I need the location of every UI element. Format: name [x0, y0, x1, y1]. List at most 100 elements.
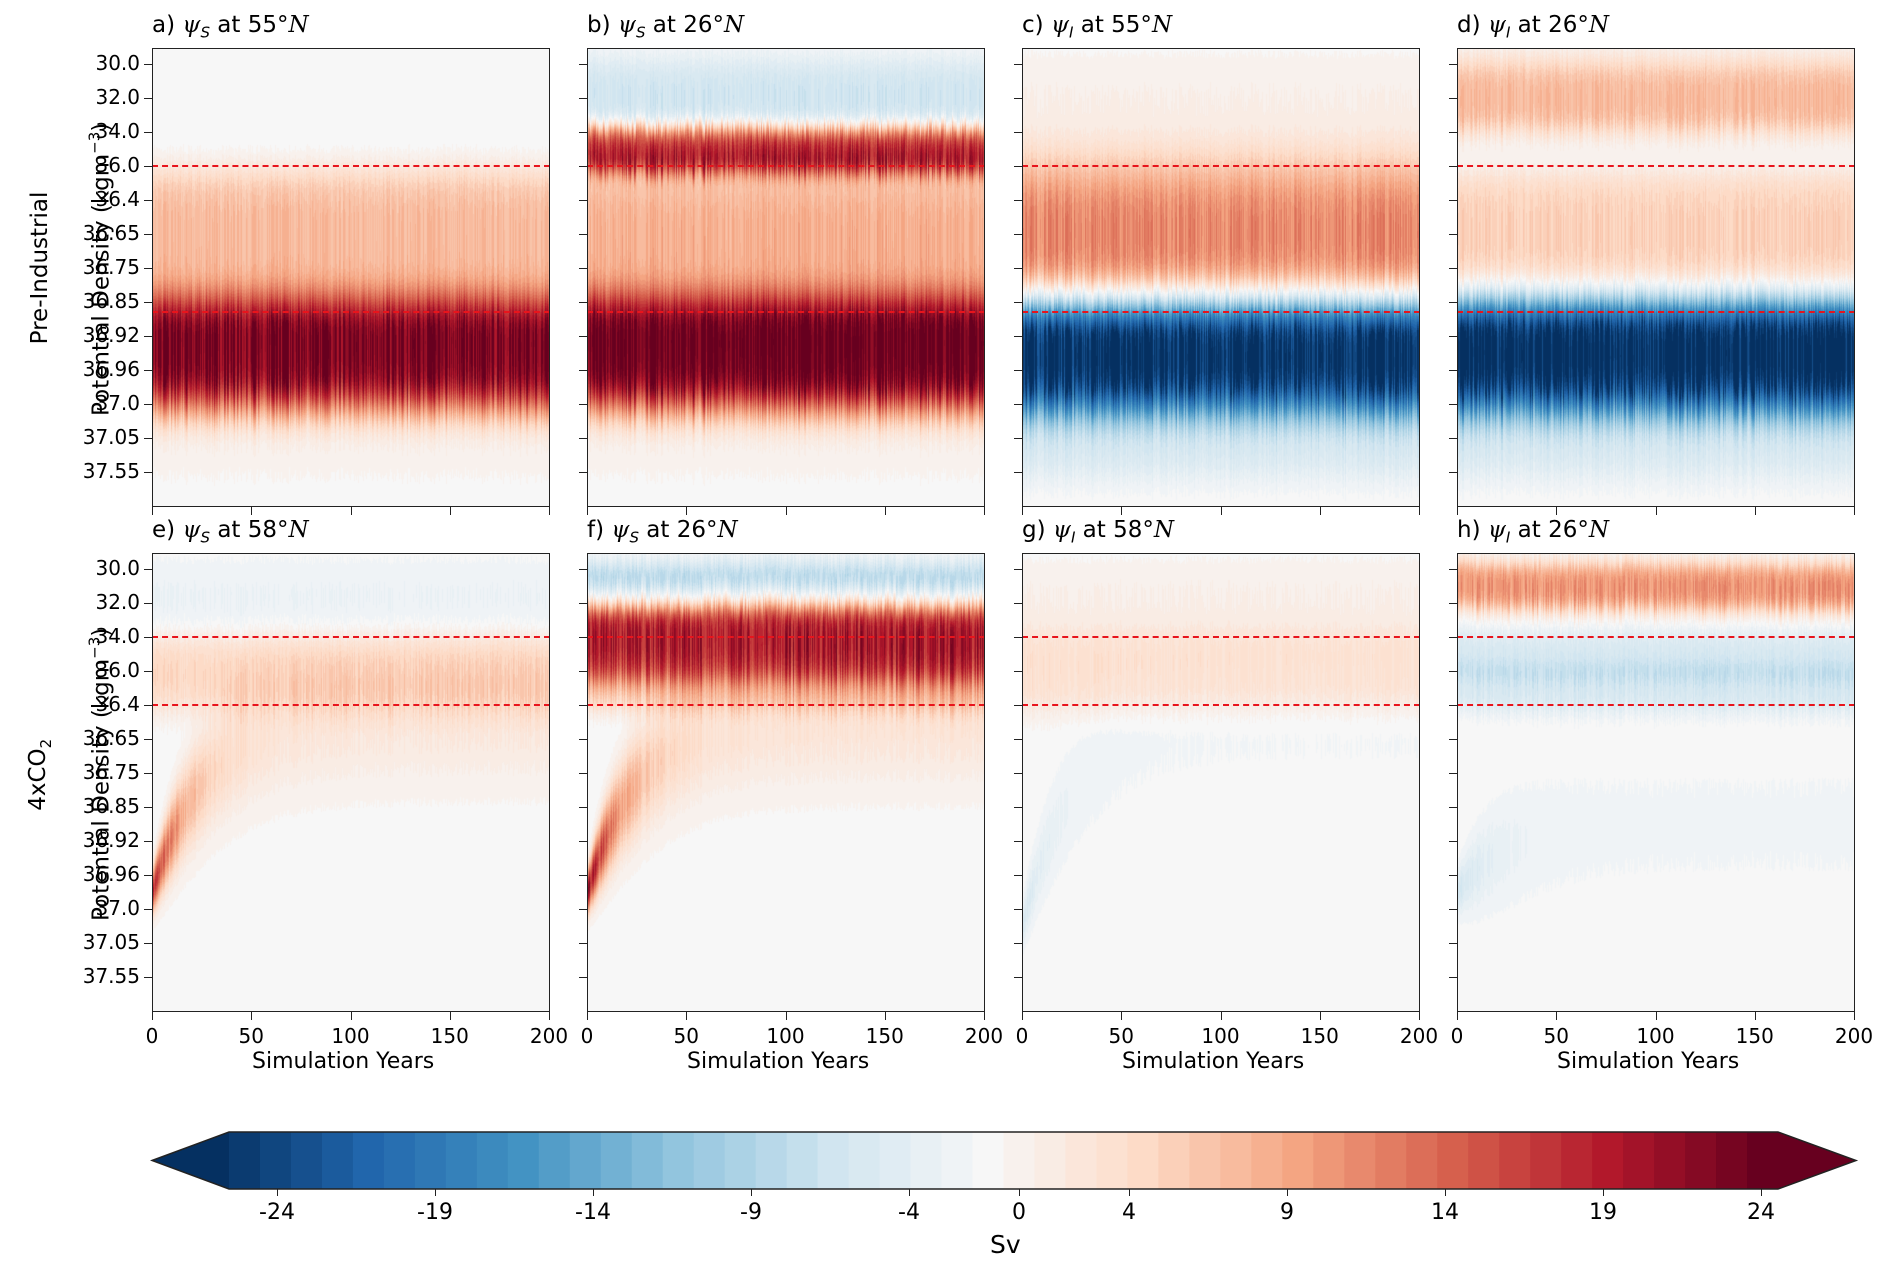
heatmap-c	[1022, 48, 1420, 507]
y-tick	[579, 705, 587, 706]
panel-title-h: h) ψI at 26°N	[1457, 517, 1609, 547]
colorbar-level	[229, 1132, 261, 1189]
colorbar-level	[1158, 1132, 1190, 1189]
x-tick	[686, 507, 688, 515]
y-tick-label: 32.0	[95, 590, 140, 614]
y-tick	[579, 472, 587, 473]
colorbar-level	[1654, 1132, 1686, 1189]
y-tick	[579, 200, 587, 201]
y-tick	[1449, 569, 1457, 570]
panel-title-d: d) ψI at 26°N	[1457, 12, 1609, 42]
panel-label: a)	[152, 12, 183, 38]
x-tick-label: 0	[145, 1024, 159, 1048]
x-tick	[1754, 1012, 1756, 1020]
y-tick-label: 36.0	[95, 153, 140, 177]
x-tick	[686, 1012, 688, 1020]
colorbar-level	[445, 1132, 478, 1189]
y-tick	[1014, 370, 1022, 371]
dashed-reference-line	[152, 636, 550, 638]
heatmap-e	[152, 553, 550, 1012]
panel-label: f)	[587, 517, 612, 543]
colorbar-level	[600, 1132, 633, 1189]
x-tick-label: 100	[1636, 1024, 1675, 1048]
colorbar-level	[1623, 1132, 1655, 1189]
colorbar-level	[1561, 1132, 1593, 1189]
heatmap-b	[587, 48, 985, 507]
y-tick	[1014, 637, 1022, 638]
colorbar-extend-max	[1778, 1132, 1856, 1189]
panel-e: 30.0 32.0 34.0 36.0 36.4 36.65 36.75 36.85 36.92…	[83, 553, 568, 1074]
colorbar-level	[321, 1132, 354, 1189]
x-tick-label: 100	[1201, 1024, 1240, 1048]
y-tick	[1014, 841, 1022, 842]
y-tick	[579, 438, 587, 439]
y-tick	[144, 302, 152, 303]
y-tick	[144, 977, 152, 978]
y-tick	[144, 268, 152, 269]
colorbar-tick-label: -24	[259, 1200, 295, 1225]
panel-h: 0 50 100 150 200 Simulation Years	[1449, 553, 1873, 1074]
x-tick	[1556, 507, 1558, 515]
x-tick	[251, 507, 253, 515]
colorbar-tick-label: 9	[1280, 1200, 1294, 1225]
panel-title-f: f) ψS at 26°N	[587, 517, 738, 547]
colorbar-level	[1375, 1132, 1407, 1189]
y-tick	[144, 909, 152, 910]
y-tick	[1449, 807, 1457, 808]
y-tick-label: 36.4	[95, 187, 140, 211]
colorbar-level	[755, 1132, 788, 1189]
colorbar-tick-label: -4	[898, 1200, 920, 1225]
y-tick	[1449, 370, 1457, 371]
panel-title-a: a) ψS at 55°N	[152, 12, 309, 42]
y-tick	[144, 739, 152, 740]
y-tick	[1449, 336, 1457, 337]
x-tick-label: 150	[865, 1024, 904, 1048]
x-tick	[549, 507, 550, 515]
y-tick	[1014, 336, 1022, 337]
psi-symbol: ψ	[1487, 12, 1506, 38]
dashed-reference-line	[1022, 310, 1420, 313]
panel-d	[1449, 48, 1855, 515]
dashed-reference-line	[1457, 704, 1855, 706]
y-tick-label: 36.96	[82, 862, 140, 886]
y-tick	[144, 166, 152, 167]
x-axis-title: Simulation Years	[1557, 1049, 1740, 1074]
y-tick	[1014, 404, 1022, 405]
y-tick	[1014, 302, 1022, 303]
y-tick	[1014, 268, 1022, 269]
x-tick	[984, 1012, 985, 1020]
y-tick-label: 36.92	[82, 828, 140, 852]
y-tick	[1449, 268, 1457, 269]
y-tick-label: 36.92	[82, 323, 140, 347]
colorbar-tick	[277, 1189, 278, 1196]
x-tick	[1854, 507, 1855, 515]
y-tick	[1014, 603, 1022, 604]
x-tick	[251, 1012, 253, 1020]
hemisphere: N	[1151, 12, 1173, 38]
dashed-reference-line	[152, 704, 550, 706]
x-axis-title: Simulation Years	[252, 1049, 435, 1074]
hemisphere: N	[1588, 517, 1609, 543]
colorbar-level	[848, 1132, 881, 1189]
y-tick	[1449, 739, 1457, 740]
x-tick	[884, 1012, 886, 1020]
y-tick	[1014, 438, 1022, 439]
hemisphere: N	[288, 12, 309, 38]
y-tick	[1449, 603, 1457, 604]
hemisphere: N	[1588, 12, 1610, 38]
at-text: at 26°	[645, 12, 724, 38]
x-tick-label: 200	[1834, 1024, 1874, 1048]
y-tick	[1449, 234, 1457, 235]
x-axis-title: Simulation Years	[1122, 1049, 1305, 1074]
x-tick	[1319, 1012, 1321, 1020]
colorbar-level	[569, 1132, 602, 1189]
dashed-reference-line	[587, 310, 985, 313]
y-tick-label: 36.0	[95, 658, 140, 682]
colorbar-tick	[1603, 1189, 1604, 1196]
colorbar-level	[1251, 1132, 1283, 1189]
y-tick	[1449, 302, 1457, 303]
y-tick	[144, 807, 152, 808]
psi-symbol: ψ	[1052, 517, 1071, 543]
y-tick	[144, 234, 152, 235]
x-tick	[1754, 507, 1756, 515]
